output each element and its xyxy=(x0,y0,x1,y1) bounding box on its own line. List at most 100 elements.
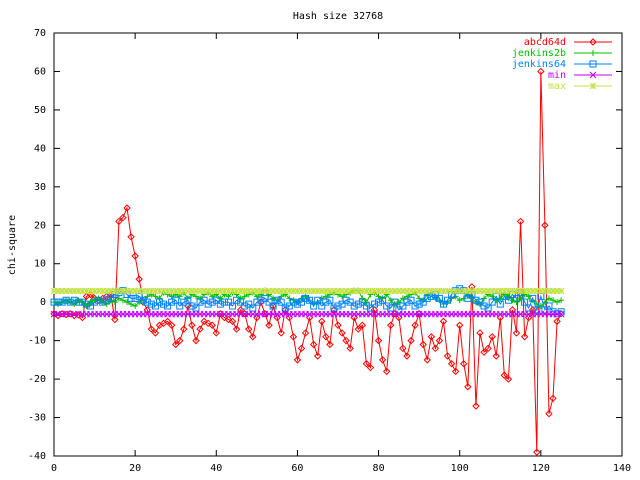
marker xyxy=(265,287,273,295)
marker xyxy=(289,298,297,306)
marker xyxy=(443,352,452,360)
y-tick-label: -30 xyxy=(28,413,46,424)
marker xyxy=(200,296,208,304)
marker xyxy=(362,360,371,368)
x-tick-label: 40 xyxy=(210,463,222,474)
marker xyxy=(123,204,131,212)
marker xyxy=(382,367,391,376)
marker xyxy=(184,287,192,295)
marker xyxy=(415,287,423,295)
marker xyxy=(172,340,180,349)
marker xyxy=(472,287,480,295)
marker xyxy=(273,296,281,304)
x-tick-label: 140 xyxy=(613,463,631,474)
marker xyxy=(245,300,253,308)
marker xyxy=(399,295,406,302)
marker xyxy=(488,333,496,341)
marker xyxy=(387,287,395,295)
marker xyxy=(115,287,123,295)
marker xyxy=(464,383,472,391)
marker xyxy=(423,287,431,295)
marker xyxy=(517,287,524,295)
marker xyxy=(383,287,391,295)
marker xyxy=(549,394,557,403)
marker xyxy=(387,297,394,304)
marker xyxy=(456,297,463,304)
marker xyxy=(209,293,216,300)
x-tick-label: 0 xyxy=(51,463,57,474)
x-tick-label: 120 xyxy=(532,463,550,474)
marker xyxy=(460,360,468,368)
marker xyxy=(66,287,74,295)
marker xyxy=(391,287,399,295)
marker xyxy=(286,295,293,302)
marker xyxy=(147,300,155,308)
marker xyxy=(245,325,253,333)
marker xyxy=(200,317,208,326)
marker xyxy=(476,298,484,306)
marker xyxy=(488,287,496,295)
marker xyxy=(525,304,533,312)
marker xyxy=(163,317,172,326)
marker xyxy=(411,321,419,329)
marker xyxy=(318,317,326,326)
marker xyxy=(435,336,444,345)
marker xyxy=(448,295,455,302)
marker xyxy=(167,321,176,329)
marker xyxy=(407,336,415,345)
marker xyxy=(411,287,419,295)
marker xyxy=(229,287,236,295)
marker xyxy=(237,295,244,302)
marker xyxy=(83,287,90,295)
marker xyxy=(232,325,241,333)
marker xyxy=(444,287,451,295)
x-tick-label: 60 xyxy=(291,463,303,474)
marker xyxy=(318,295,325,302)
marker xyxy=(147,325,156,333)
marker xyxy=(314,352,322,360)
legend-label: jenkins2b xyxy=(512,48,566,59)
marker xyxy=(358,298,366,306)
marker xyxy=(136,299,143,306)
marker xyxy=(127,287,135,295)
marker xyxy=(127,233,135,241)
marker xyxy=(107,287,115,295)
marker xyxy=(472,296,480,304)
marker xyxy=(472,402,480,410)
marker xyxy=(62,287,70,295)
legend-label: abcd64d xyxy=(524,37,566,48)
marker xyxy=(419,287,427,295)
marker xyxy=(302,287,309,295)
marker xyxy=(148,287,155,295)
marker xyxy=(269,287,277,295)
marker xyxy=(224,298,232,306)
marker xyxy=(204,319,212,328)
marker xyxy=(95,296,103,304)
marker xyxy=(290,287,297,295)
marker xyxy=(188,302,196,310)
marker xyxy=(111,287,119,295)
marker xyxy=(513,287,520,295)
marker xyxy=(233,287,240,295)
marker xyxy=(338,329,346,337)
marker xyxy=(143,306,152,314)
marker xyxy=(193,293,199,300)
marker xyxy=(143,298,151,306)
marker xyxy=(212,329,220,337)
marker xyxy=(143,287,151,295)
marker xyxy=(460,287,468,295)
marker xyxy=(160,300,168,308)
marker xyxy=(217,295,224,302)
marker xyxy=(439,317,448,326)
marker xyxy=(249,287,257,295)
y-tick-label: -40 xyxy=(28,451,46,462)
marker xyxy=(91,287,98,295)
marker xyxy=(131,287,139,295)
y-tick-label: 10 xyxy=(34,259,46,270)
marker xyxy=(119,213,127,222)
marker xyxy=(370,306,379,314)
marker xyxy=(164,287,171,295)
marker xyxy=(492,352,500,360)
marker xyxy=(541,287,549,295)
y-tick-label: 0 xyxy=(40,297,46,308)
